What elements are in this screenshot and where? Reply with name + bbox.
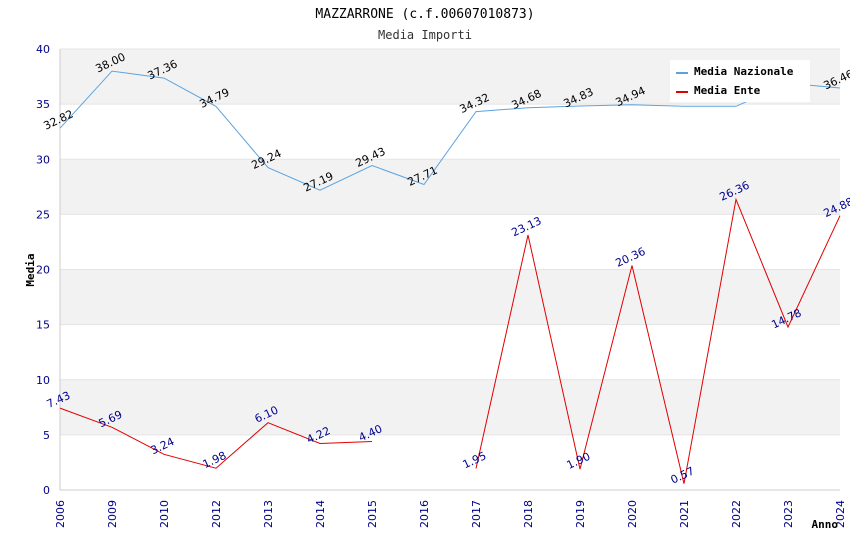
chart-title: MAZZARRONE (c.f.00607010873) — [315, 7, 534, 22]
y-tick-label: 25 — [36, 208, 50, 221]
x-tick-label: 2017 — [470, 500, 483, 528]
grid-band — [60, 159, 840, 215]
y-tick-label: 5 — [43, 429, 50, 442]
x-tick-label: 2022 — [730, 500, 743, 528]
x-axis-title: Anno — [812, 518, 839, 531]
grid-band — [60, 434, 840, 490]
grid-band — [60, 379, 840, 435]
x-tick-label: 2012 — [210, 500, 223, 528]
legend-label-ente: Media Ente — [694, 84, 761, 97]
grid-band — [60, 214, 840, 270]
x-tick-label: 2015 — [366, 500, 379, 528]
x-tick-label: 2013 — [262, 500, 275, 528]
x-tick-label: 2019 — [574, 500, 587, 528]
x-tick-label: 2006 — [54, 500, 67, 528]
y-tick-label: 40 — [36, 43, 50, 56]
x-tick-label: 2010 — [158, 500, 171, 528]
grid-bands — [59, 48, 840, 491]
y-tick-label: 20 — [36, 264, 50, 277]
chart-subtitle: Media Importi — [378, 28, 472, 42]
y-tick-label: 10 — [36, 374, 50, 387]
legend: Media Nazionale Media Ente — [670, 60, 810, 102]
series-line-ente — [59, 407, 373, 469]
grid-band — [60, 269, 840, 325]
y-tick-label: 0 — [43, 484, 50, 497]
y-tick-label: 30 — [36, 153, 50, 166]
grid-band — [60, 324, 840, 380]
series-line-nazionale — [59, 70, 841, 191]
y-axis-ticks: 0 5 10 15 20 25 30 35 40 — [36, 43, 50, 497]
grid-band — [60, 104, 840, 160]
x-tick-label: 2018 — [522, 500, 535, 528]
x-tick-label: 2024 — [834, 500, 847, 528]
x-tick-label: 2020 — [626, 500, 639, 528]
series-line-ente — [475, 197, 841, 484]
legend-label-nazionale: Media Nazionale — [694, 65, 794, 78]
x-tick-label: 2021 — [678, 500, 691, 528]
x-tick-label: 2023 — [782, 500, 795, 528]
x-tick-label: 2009 — [106, 500, 119, 528]
x-tick-label: 2014 — [314, 500, 327, 528]
x-axis-ticks: 2006 2009 2010 2012 2013 2014 2015 2016 2017 2018… — [54, 500, 847, 528]
series-lines — [59, 70, 841, 484]
legend-box — [670, 60, 810, 102]
y-tick-label: 35 — [36, 98, 50, 111]
y-tick-label: 15 — [36, 319, 50, 332]
y-axis-title: Media — [24, 253, 37, 286]
x-tick-label: 2016 — [418, 500, 431, 528]
